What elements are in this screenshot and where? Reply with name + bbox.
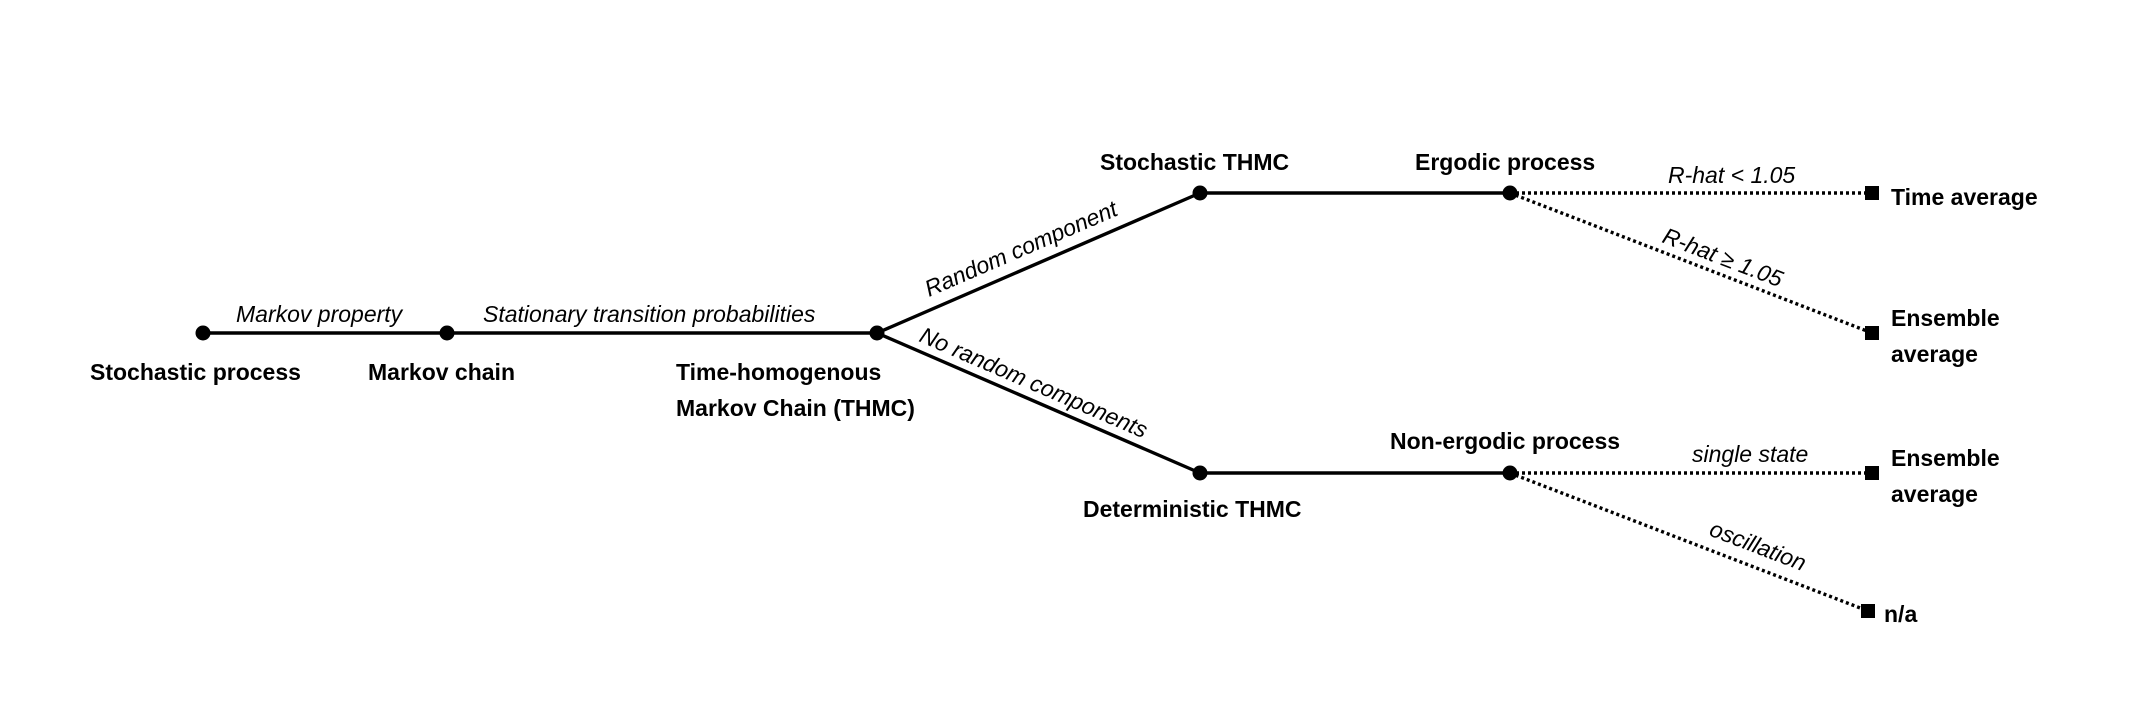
node-time-average-square <box>1865 186 1879 200</box>
label-markov-chain: Markov chain <box>368 359 515 385</box>
node-markov-chain-dot <box>439 325 455 341</box>
label-ensemble-average-1-line1: Ensemble <box>1891 305 2000 331</box>
edge-rhat-greater-equal <box>1509 191 1873 335</box>
label-stochastic-thmc: Stochastic THMC <box>1100 149 1289 175</box>
label-ensemble-average-2-line1: Ensemble <box>1891 445 2000 471</box>
label-thmc-line2: Markov Chain (THMC) <box>676 395 915 421</box>
label-stochastic-process: Stochastic process <box>90 359 301 385</box>
label-random-component: Random component <box>921 195 1123 302</box>
node-thmc-dot <box>869 325 885 341</box>
edge-no-random-components <box>876 331 1201 475</box>
label-deterministic-thmc: Deterministic THMC <box>1083 496 1302 522</box>
label-ergodic-process: Ergodic process <box>1415 149 1595 175</box>
label-no-random-components: No random components <box>916 322 1152 444</box>
label-ensemble-average-2-line2: average <box>1891 481 1978 507</box>
label-ensemble-average-1-line2: average <box>1891 341 1978 367</box>
node-non-ergodic-dot <box>1502 465 1518 481</box>
label-na: n/a <box>1884 601 1917 627</box>
node-ensemble-average-2-square <box>1865 466 1879 480</box>
label-time-average: Time average <box>1891 184 2038 210</box>
edge-random-component <box>876 191 1201 335</box>
node-deterministic-thmc-dot <box>1192 465 1208 481</box>
node-stochastic-process-dot <box>195 325 211 341</box>
label-rhat-less: R-hat < 1.05 <box>1668 162 1795 188</box>
label-non-ergodic-process: Non-ergodic process <box>1390 428 1620 454</box>
label-stationary-transition: Stationary transition probabilities <box>483 301 816 327</box>
label-thmc-line1: Time-homogenous <box>676 359 881 385</box>
label-markov-property: Markov property <box>236 301 404 327</box>
node-stochastic-thmc-dot <box>1192 185 1208 201</box>
node-ensemble-average-1-square <box>1865 326 1879 340</box>
node-ergodic-dot <box>1502 185 1518 201</box>
node-na-square <box>1861 604 1875 618</box>
label-single-state: single state <box>1692 441 1808 467</box>
edge-oscillation <box>1509 471 1869 613</box>
